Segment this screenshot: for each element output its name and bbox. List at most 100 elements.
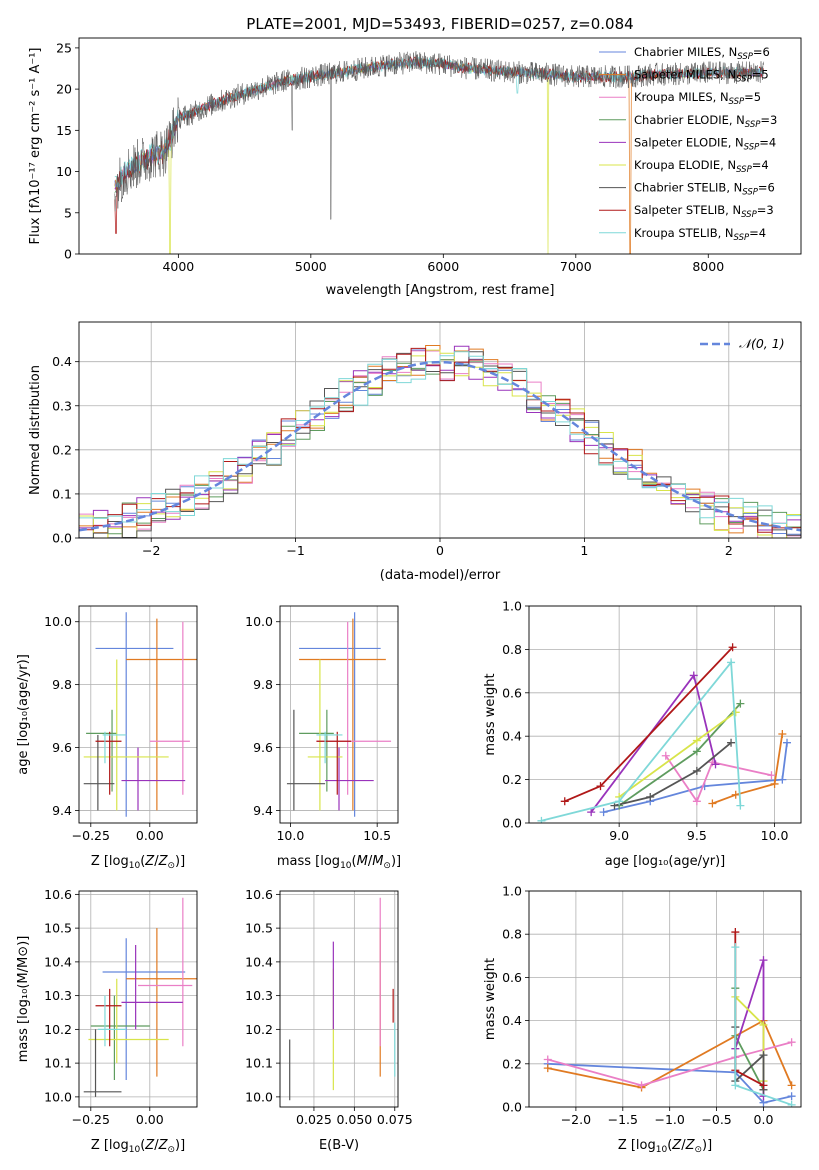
- x-tick-label: −1.0: [655, 1112, 685, 1127]
- x-axis-label: mass [log10(M/M⊙)]: [277, 854, 401, 871]
- y-tick-label: 10.0: [44, 614, 72, 629]
- y-tick-label: 9.4: [52, 803, 72, 818]
- x-tick-label: 0.075: [377, 1112, 413, 1127]
- weight-vs-metallicity-panel: −2.0 −1.5 −1.0 −0.5 0.0 0.0 0.2 0.4 0.6 0.8 1.0 mas…: [483, 884, 802, 1155]
- weight-line-kroupa-miles: [665, 755, 772, 804]
- legend-label: Kroupa STELIB, NSSP=4: [634, 226, 766, 243]
- x-tick-label: 0.0: [754, 1112, 774, 1127]
- weight-marker-kroupa-elodie: [692, 736, 701, 745]
- x-tick-label: 2: [725, 543, 733, 558]
- weight-marker-kroupa-miles: [692, 797, 701, 806]
- y-tick-label: 0.2: [502, 1056, 522, 1071]
- x-tick-label: 7000: [560, 259, 592, 274]
- weight-marker-salpeter-stelib: [759, 1081, 768, 1090]
- x-tick-label: 0.050: [336, 1112, 372, 1127]
- weight-marker-kroupa-stelib: [537, 816, 546, 823]
- x-axis-label: E(B-V): [319, 1138, 359, 1153]
- axes-frame: [528, 605, 802, 824]
- weight-marker-salpeter-elodie: [759, 956, 768, 965]
- figure-title: PLATE=2001, MJD=53493, FIBERID=0257, z=0…: [246, 15, 633, 33]
- y-tick-label: 10.1: [245, 1056, 273, 1071]
- y-tick-label: 9.8: [253, 677, 273, 692]
- x-tick-label: 0.00: [136, 1112, 164, 1127]
- axes-frame: [279, 890, 399, 1108]
- weight-marker-salpeter-stelib: [560, 797, 569, 806]
- weight-marker-chabrier-stelib: [692, 766, 701, 775]
- legend-label: 𝒩(0, 1): [739, 336, 785, 351]
- x-tick-label: 9.0: [609, 828, 629, 843]
- weight-marker-chabrier-miles: [783, 738, 792, 747]
- plot-area: [286, 612, 392, 817]
- weight-marker-kroupa-stelib: [787, 1100, 796, 1107]
- y-tick-label: 0.0: [52, 531, 72, 546]
- x-tick-label: 8000: [692, 259, 724, 274]
- y-tick-label: 0: [64, 247, 72, 262]
- y-tick-label: 10.2: [44, 1022, 72, 1037]
- y-tick-label: 5: [64, 205, 72, 220]
- spectrum-line-chabrier-stelib: [114, 51, 765, 220]
- y-tick-label: 0.6: [502, 970, 522, 985]
- y-axis-label: Flux [fλ10⁻¹⁷ erg cm⁻² s⁻¹ A⁻¹]: [28, 48, 43, 245]
- axes-frame: [528, 890, 802, 1108]
- spectrum-line-salpeter-miles: [114, 57, 764, 254]
- weight-marker-salpeter-miles: [543, 1064, 552, 1073]
- x-tick-label: −2.0: [561, 1112, 591, 1127]
- y-tick-label: 10.1: [44, 1056, 72, 1071]
- y-tick-label: 10: [56, 164, 72, 179]
- y-axis-label: mass weight: [483, 958, 498, 1040]
- y-axis-label: mass weight: [483, 673, 498, 755]
- x-tick-label: 10.0: [276, 828, 304, 843]
- x-axis-label: age [log₁₀(age/yr)]: [605, 854, 726, 869]
- y-tick-label: 9.4: [253, 803, 273, 818]
- weight-vs-age-panel: 9.0 9.5 10.0 0.0 0.2 0.4 0.6 0.8 1.0 mass weight a…: [483, 599, 802, 869]
- y-tick-label: 0.4: [52, 354, 72, 369]
- x-tick-label: −1: [286, 543, 304, 558]
- weight-line-chabrier-stelib: [614, 742, 732, 807]
- plot-area: [83, 897, 197, 1097]
- weight-marker-salpeter-miles: [770, 779, 779, 788]
- weight-line-salpeter-miles: [547, 1019, 793, 1089]
- y-tick-label: 10.5: [245, 921, 273, 936]
- weight-marker-kroupa-elodie: [731, 708, 740, 717]
- x-tick-label: 1: [580, 543, 588, 558]
- y-tick-label: 0.0: [502, 816, 522, 831]
- y-tick-label: 10.6: [44, 887, 72, 902]
- weight-marker-chabrier-stelib: [759, 1051, 768, 1060]
- plot-area: [83, 612, 197, 817]
- spectrum-panel: 4000 5000 6000 7000 8000 0 5 10 15 20 25 wavelength…: [28, 37, 802, 298]
- y-tick-label: 0.2: [502, 772, 522, 787]
- y-tick-label: 10.4: [44, 954, 72, 969]
- y-tick-label: 20: [56, 82, 72, 97]
- plot-area: [537, 643, 792, 823]
- weight-marker-kroupa-stelib: [731, 1081, 740, 1090]
- age-vs-metallicity-panel: −0.25 0.00 9.4 9.6 9.8 10.0 Z [log10(Z/Z⊙)] age…: [16, 605, 198, 871]
- y-tick-label: 0.3: [52, 398, 72, 413]
- x-tick-label: −0.5: [701, 1112, 731, 1127]
- weight-marker-chabrier-stelib: [646, 792, 655, 801]
- weight-marker-kroupa-stelib: [736, 801, 745, 810]
- weight-marker-kroupa-stelib: [615, 797, 624, 806]
- y-tick-label: 10.0: [44, 1089, 72, 1104]
- axes-frame: [78, 37, 802, 255]
- y-tick-label: 15: [56, 123, 72, 138]
- y-tick-label: 0.2: [52, 442, 72, 457]
- x-axis-label: wavelength [Angstrom, rest frame]: [326, 283, 555, 298]
- histogram-step-kroupa-elodie: [79, 349, 801, 538]
- weight-marker-kroupa-miles: [661, 751, 670, 760]
- weight-marker-chabrier-elodie: [692, 747, 701, 756]
- y-tick-label: 0.6: [502, 685, 522, 700]
- plot-area: [79, 345, 801, 538]
- weight-marker-chabrier-elodie: [736, 699, 745, 708]
- legend-label: Kroupa ELODIE, NSSP=4: [634, 158, 769, 175]
- weight-line-kroupa-stelib: [541, 660, 742, 822]
- legend-label: Salpeter MILES, NSSP=5: [634, 68, 769, 85]
- weight-marker-salpeter-stelib: [728, 643, 737, 652]
- y-tick-label: 0.0: [502, 1100, 522, 1115]
- plot-area: [289, 897, 396, 1101]
- weight-line-salpeter-stelib: [564, 646, 734, 803]
- weight-marker-chabrier-miles: [778, 775, 787, 784]
- histogram-step-salpeter-stelib: [79, 347, 801, 533]
- weight-marker-salpeter-elodie: [587, 808, 596, 817]
- y-tick-label: 0.4: [502, 1013, 522, 1028]
